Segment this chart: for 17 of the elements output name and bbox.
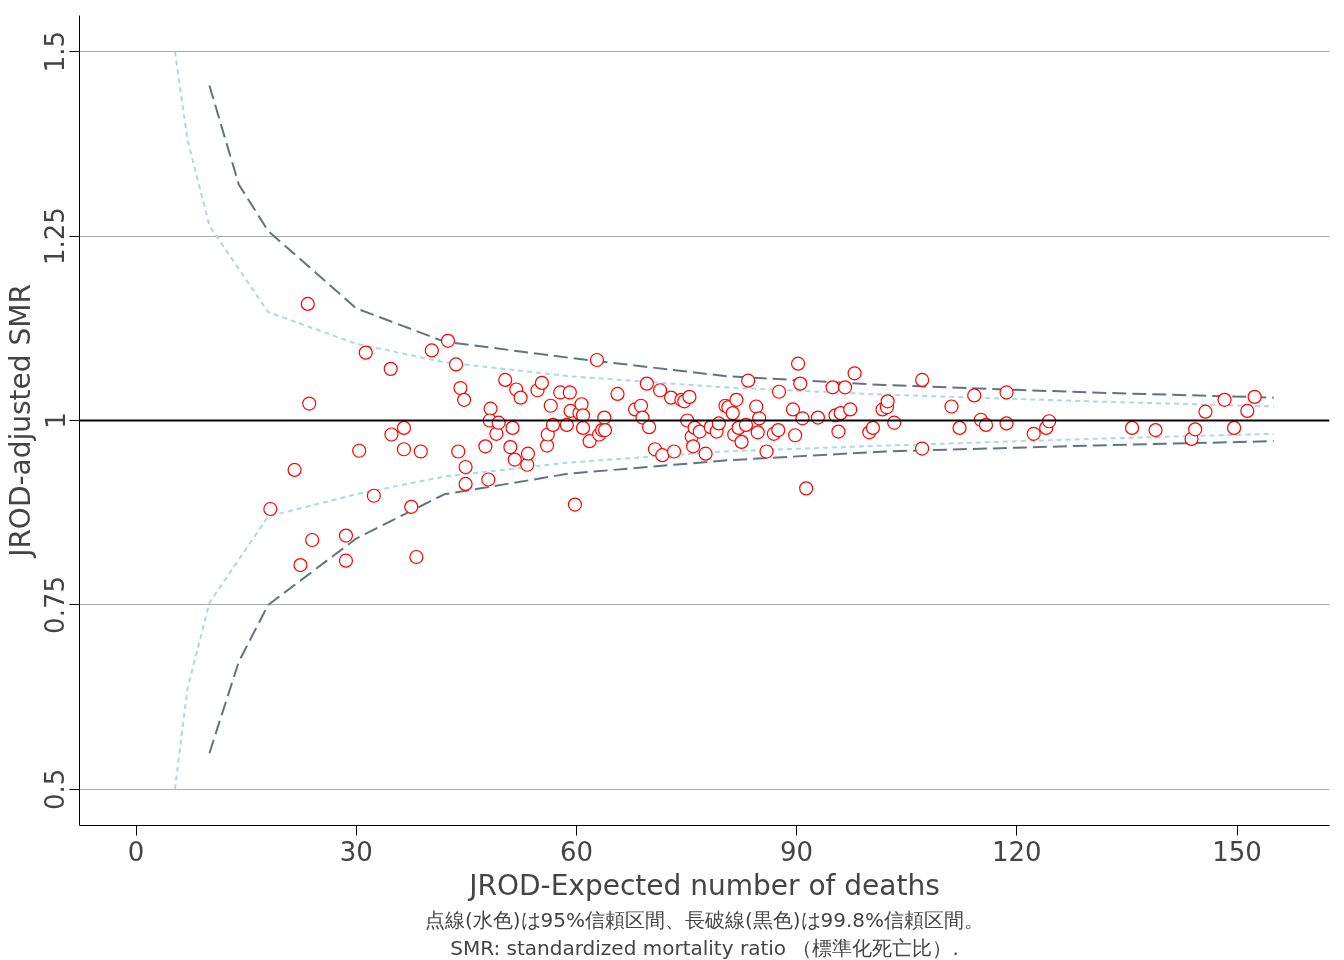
y-tick-label: 1.25 (40, 207, 71, 266)
x-tick-label: 30 (339, 836, 373, 867)
x-tick-label: 0 (127, 836, 145, 867)
x-tick-label: 120 (992, 836, 1042, 867)
text: SMR: standardized mortality ratio （標準化死亡比）. (450, 935, 959, 960)
x-tick-label: 90 (780, 836, 814, 867)
line-series (173, 432, 1275, 791)
x-tick-label: 150 (1212, 836, 1262, 867)
y-tick-label: 0.75 (40, 575, 71, 634)
text: 点線(水色)は95%信頼区間、長破線(黒色)は99.8%信頼区間。 (424, 907, 985, 932)
y-tick-label: 0.5 (40, 768, 71, 811)
x-tick-label: 60 (559, 836, 593, 867)
line-series (208, 440, 1275, 755)
y-tick-label: 1.5 (40, 30, 71, 73)
x-axis-title: JROD-Expected number of deaths (467, 868, 940, 902)
y-axis-title: JROD-adjusted SMR (3, 284, 37, 559)
y-tick-label: 1 (40, 412, 71, 429)
